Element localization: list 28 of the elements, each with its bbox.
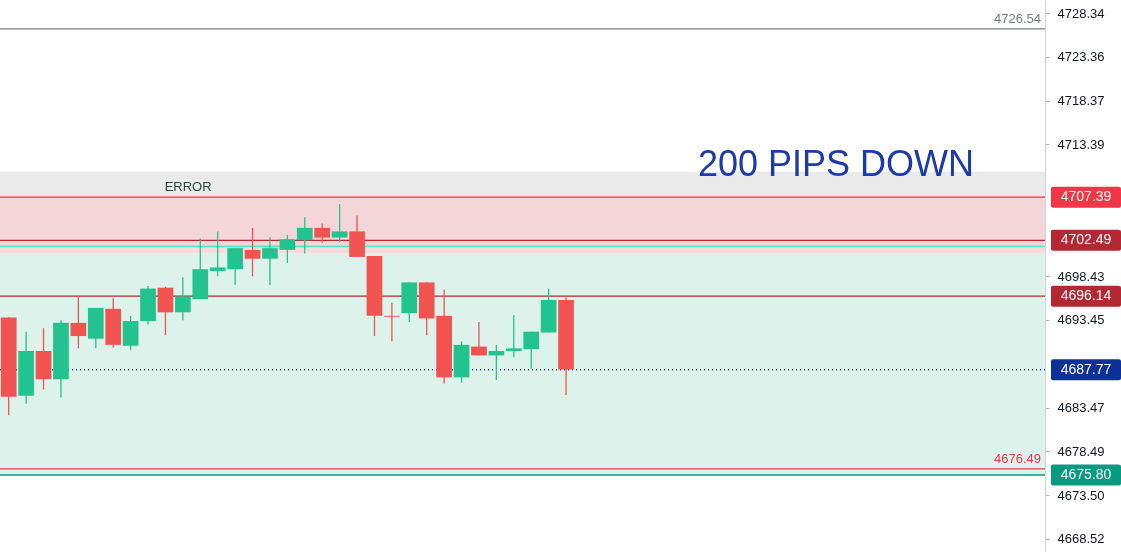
candlestick (244, 227, 261, 277)
candlestick (262, 236, 278, 286)
ref-line-label: 4707.39 (1060, 188, 1112, 205)
y-tick-label: 4718.37 (1057, 93, 1105, 109)
candlestick (471, 321, 487, 357)
ref-line-label: 4696.14 (1060, 287, 1112, 304)
ref-line-label: 4687.77 (1060, 360, 1112, 377)
y-tick-label: 4683.47 (1057, 400, 1105, 416)
y-tick-label: 4693.45 (1057, 312, 1105, 328)
candlestick (279, 234, 296, 264)
candlestick (331, 203, 348, 243)
y-tick-label: 4713.39 (1057, 136, 1105, 152)
y-tick-label: 4668.52 (1057, 531, 1105, 547)
band-label: ERROR (164, 178, 212, 194)
ref-line-label: 4726.54 (994, 10, 1041, 26)
candlestick (314, 222, 331, 244)
ref-line-label: 4676.49 (994, 450, 1041, 466)
y-tick-label: 4728.34 (1057, 5, 1105, 21)
y-tick-label: 4698.43 (1057, 268, 1105, 284)
candlestick (384, 301, 400, 342)
annotation: 200 PIPS DOWN (697, 143, 975, 184)
y-tick-label: 4723.36 (1057, 49, 1105, 65)
candlestick (70, 295, 87, 350)
y-tick-label: 4678.49 (1057, 443, 1105, 459)
ref-line-label: 4675.80 (1060, 465, 1112, 482)
ref-line-label: 4702.49 (1060, 231, 1112, 248)
y-tick-label: 4673.50 (1057, 487, 1105, 503)
candlestick (296, 216, 313, 255)
